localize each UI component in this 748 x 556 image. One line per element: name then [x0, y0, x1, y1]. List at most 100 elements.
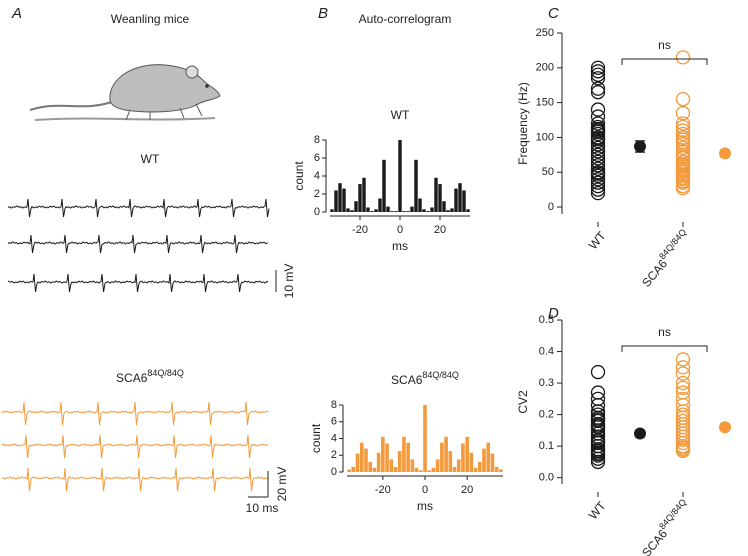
data-point: [590, 161, 606, 176]
data-point: [590, 175, 606, 190]
y-tick-label: 0.4: [539, 345, 554, 357]
y-tick-label: 0.3: [539, 377, 554, 389]
x-tick-label-sup: 84Q/84Q: [657, 227, 688, 261]
data-point: [590, 151, 606, 166]
histogram-bar: [393, 466, 398, 472]
histogram-bar: [406, 211, 410, 212]
data-point: [590, 448, 606, 463]
histogram-bar: [427, 470, 432, 472]
significance-label: ns: [658, 38, 671, 52]
histogram-bar: [410, 459, 415, 472]
panel-label: A: [11, 5, 22, 22]
y-axis-label: Frequency (Hz): [516, 82, 530, 165]
histogram-bar: [330, 209, 334, 212]
y-tick-label: 2: [314, 188, 320, 200]
histogram-bar: [469, 452, 474, 472]
histogram-bar: [410, 206, 414, 212]
voltage-trace: [1, 434, 269, 459]
data-point: [590, 85, 606, 100]
y-axis-label: CV2: [516, 390, 530, 414]
histogram-bar: [342, 188, 346, 212]
histogram-bar: [389, 459, 394, 472]
y-tick-label: 150: [536, 97, 554, 109]
histogram-bar: [440, 442, 444, 472]
histogram-bar: [346, 208, 350, 212]
histogram-bar: [366, 207, 370, 212]
y-axis-label: count: [292, 161, 306, 191]
significance-bracket: [621, 58, 708, 65]
scale-label: 10 ms: [246, 501, 279, 515]
data-point: [675, 435, 691, 451]
mean-point: [719, 421, 731, 434]
histogram-bar: [350, 210, 354, 212]
histogram-bar: [334, 190, 338, 212]
histogram-bar: [355, 453, 360, 472]
histogram-bar: [418, 198, 422, 212]
mouse-drawing: [29, 64, 221, 121]
histogram-bar: [414, 159, 418, 212]
histogram-bar: [364, 448, 368, 472]
significance-bracket: [621, 345, 708, 352]
y-tick-label: 100: [536, 131, 554, 143]
histogram-bar: [418, 470, 423, 472]
histogram-bar: [374, 209, 378, 212]
data-point: [590, 102, 606, 117]
histogram-bar: [486, 442, 491, 472]
group-label-text: WT: [141, 152, 160, 166]
histogram-bar: [402, 211, 406, 212]
x-axis-label: ms: [392, 239, 408, 253]
histogram-bar: [370, 211, 374, 212]
data-point: [590, 147, 606, 162]
histogram-bar: [354, 201, 358, 212]
data-point: [675, 123, 691, 138]
data-point: [590, 451, 606, 466]
x-tick-label: 0: [422, 484, 428, 496]
scale-label: 20 mV: [275, 467, 289, 502]
histogram-bar: [482, 448, 486, 472]
histogram-bar: [372, 467, 377, 472]
panel-title: Weanling mice: [111, 12, 190, 26]
histogram-bar: [423, 405, 427, 472]
data-point: [590, 64, 606, 79]
data-point: [590, 126, 606, 142]
data-point: [590, 67, 606, 82]
histogram-bar: [368, 461, 372, 472]
y-tick-label: 0: [548, 201, 554, 213]
data-point: [675, 375, 691, 391]
histogram-bar: [434, 177, 438, 212]
histogram-bar: [435, 459, 440, 472]
data-point: [590, 137, 606, 152]
y-tick-label: 4: [331, 432, 337, 444]
data-point: [590, 168, 606, 183]
histogram-bar: [414, 467, 419, 472]
y-tick-label: 0: [331, 466, 337, 478]
histogram-bar: [461, 443, 465, 472]
group-label: SCA684Q/84Q: [116, 368, 184, 385]
x-tick-label: WT: [586, 228, 609, 252]
data-point: [590, 454, 606, 470]
data-point: [675, 380, 691, 395]
panel-label: D: [548, 305, 559, 322]
histogram-bar: [454, 188, 458, 212]
histogram-bar: [450, 208, 454, 212]
histogram-bar: [442, 201, 446, 212]
data-point: [590, 154, 606, 169]
x-tick-label-text: SCA6: [639, 527, 670, 556]
data-point: [590, 116, 606, 131]
histogram-bar: [494, 466, 499, 472]
x-tick-label-text: WT: [586, 498, 609, 522]
data-point: [675, 181, 691, 196]
data-point: [590, 172, 606, 187]
histogram-bar: [390, 211, 394, 212]
panel-label: B: [318, 5, 328, 22]
data-point: [675, 432, 691, 447]
histogram-bar: [466, 209, 470, 212]
voltage-trace: [7, 198, 270, 218]
chart-title: SCA684Q/84Q: [391, 370, 459, 387]
histogram-bar: [347, 469, 351, 472]
y-tick-label: 0.5: [539, 314, 554, 326]
panel-label: C: [548, 5, 559, 22]
chart-title-sup: 84Q/84Q: [422, 370, 459, 380]
x-tick-label: -20: [375, 484, 391, 496]
histogram-bar: [448, 451, 453, 472]
